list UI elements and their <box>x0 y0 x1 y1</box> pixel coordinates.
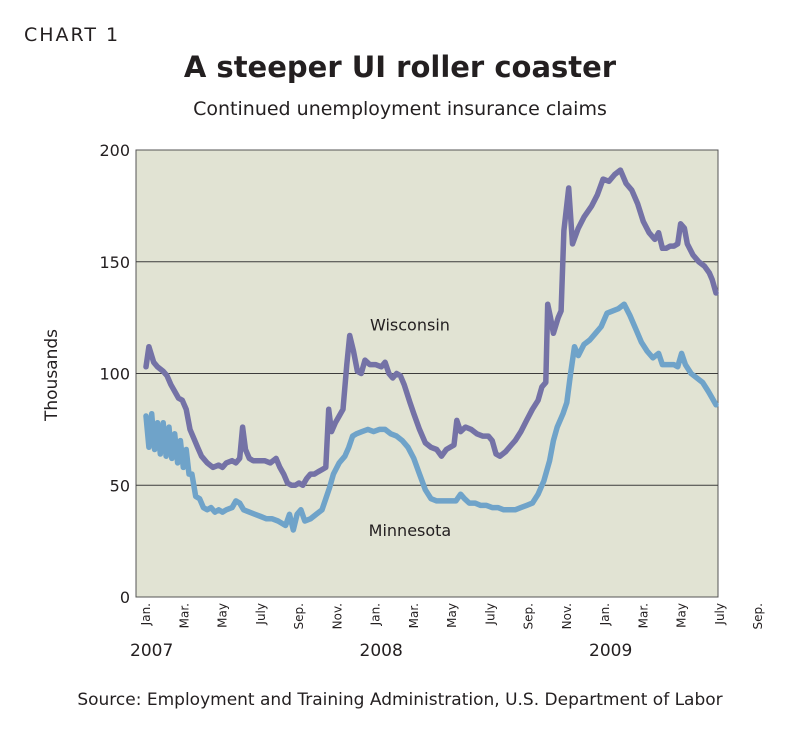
y-tick-label: 0 <box>120 588 130 607</box>
x-tick-label: Sep. <box>522 603 536 629</box>
x-tick-label: July <box>713 603 727 626</box>
series-line-minnesota <box>143 301 719 533</box>
x-tick-label: Sep. <box>292 603 306 629</box>
x-tick-label: Jan. <box>598 603 612 626</box>
x-tick-label: Mar. <box>636 603 650 628</box>
chart-subtitle: Continued unemployment insurance claims <box>193 98 607 120</box>
x-tick-label: July <box>254 603 268 626</box>
y-tick-label: 150 <box>99 253 130 272</box>
x-tick-label: Jan. <box>369 603 383 626</box>
chart-canvas: Wisconsin Minnesota 0 50 100 150 200 Jan. Mar.… <box>42 141 765 661</box>
year-label: 2009 <box>589 641 632 661</box>
y-tick-label: 50 <box>110 476 130 495</box>
x-tick-label: Sep. <box>751 603 765 629</box>
series-line-wisconsin <box>143 167 719 489</box>
source-note: Source: Employment and Training Administ… <box>77 690 723 710</box>
x-tick-label: May <box>445 603 459 628</box>
chart-label: CHART 1 <box>24 24 121 46</box>
x-tick-label: May <box>675 603 689 628</box>
x-tick-label: July <box>483 603 497 626</box>
x-tick-label: Nov. <box>560 603 574 629</box>
x-tick-label: Mar. <box>177 603 191 628</box>
x-tick-label: Jan. <box>139 603 153 626</box>
year-label: 2008 <box>360 641 403 661</box>
series-label-wisconsin: Wisconsin <box>370 315 450 334</box>
year-label: 2007 <box>130 641 173 661</box>
x-tick-label: Mar. <box>407 603 421 628</box>
series-label-minnesota: Minnesota <box>369 521 452 540</box>
y-axis-label: Thousands <box>42 329 62 422</box>
y-tick-label: 200 <box>99 141 130 160</box>
chart-title: A steeper UI roller coaster <box>183 50 617 84</box>
y-tick-label: 100 <box>99 365 130 384</box>
x-tick-label: Nov. <box>330 603 344 629</box>
x-tick-label: May <box>216 603 230 628</box>
